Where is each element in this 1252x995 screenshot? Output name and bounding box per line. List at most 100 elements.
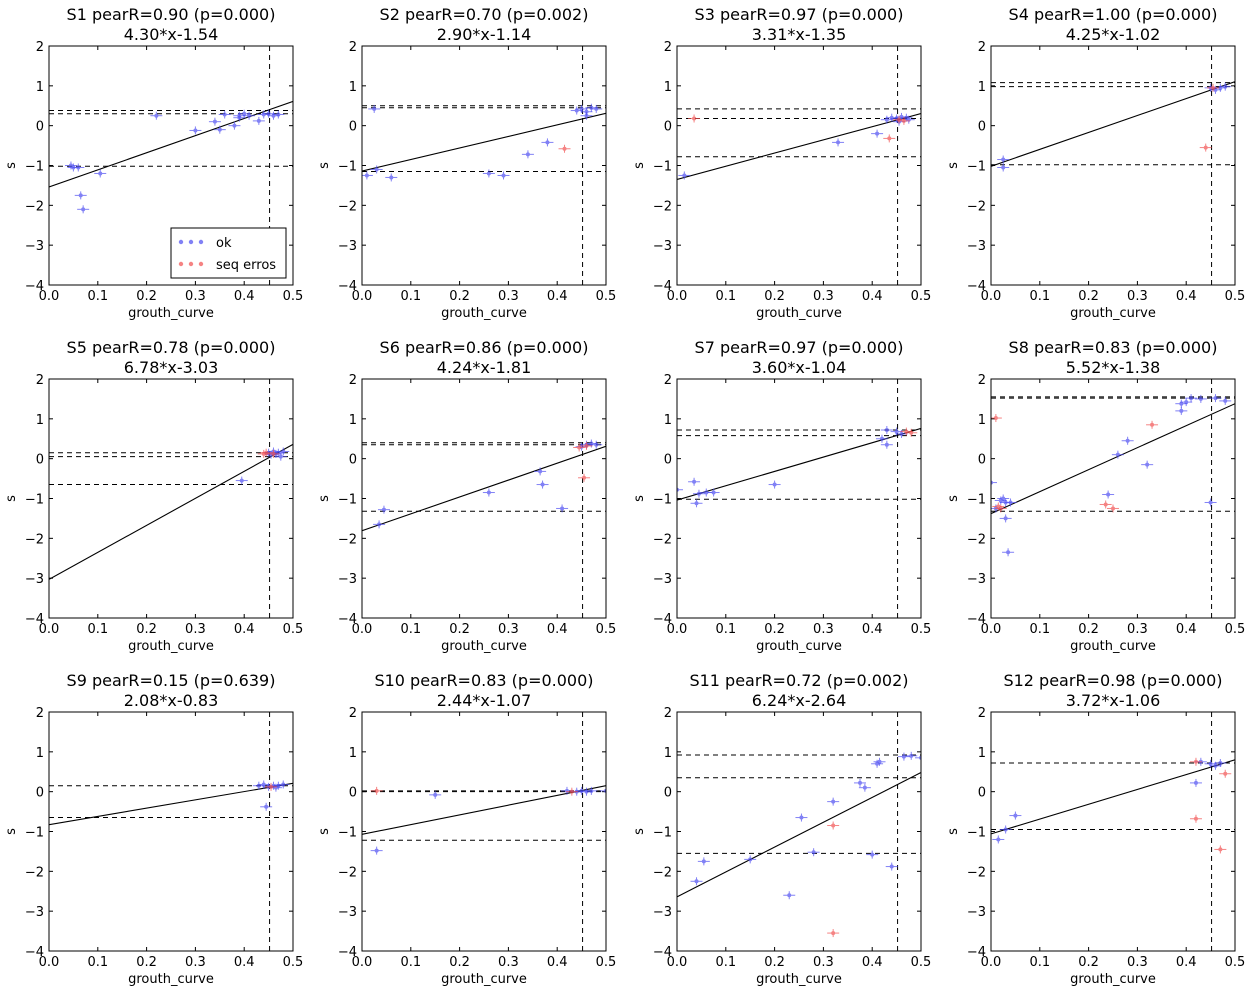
x-tick-label: 0.5	[911, 955, 932, 970]
y-tick-label: −1	[653, 826, 672, 841]
axes-frame	[676, 711, 922, 952]
y-tick-label: 1	[36, 80, 44, 95]
chart-title: S8 pearR=0.83 (p=0.000)	[1009, 338, 1218, 357]
subplot-8: S8 pearR=0.83 (p=0.000)5.52*x-1.38 0.0 0.1…	[946, 338, 1245, 654]
seq-erros-point	[827, 821, 840, 830]
y-axis-label: s	[946, 162, 961, 169]
x-tick-label: 0.3	[1127, 622, 1148, 637]
y-tick-label: −2	[25, 532, 44, 547]
plot-area	[991, 46, 1235, 285]
y-tick-label: 1	[664, 413, 672, 428]
x-tick-label: 0.4	[234, 289, 255, 304]
fit-line	[991, 759, 1235, 835]
ok-point	[827, 797, 840, 806]
x-tick-label: 0.1	[1029, 289, 1050, 304]
seq-erros-point	[1207, 83, 1220, 92]
x-tick-label: 0.2	[764, 955, 785, 970]
ok-point	[243, 111, 256, 120]
seq-erros-point	[580, 441, 593, 450]
ok-point	[1004, 498, 1017, 507]
y-tick-label: −1	[25, 493, 44, 508]
y-tick-label: 2	[978, 373, 986, 388]
ok-point	[997, 494, 1010, 503]
x-tick-label: 0.2	[449, 955, 470, 970]
y-axis-label: s	[946, 495, 961, 502]
chart-title: S5 pearR=0.78 (p=0.000)	[67, 338, 276, 357]
ok-point	[94, 169, 107, 178]
chart-title: S11 pearR=0.72 (p=0.002)	[689, 671, 908, 690]
x-tick-label: 0.0	[981, 289, 1002, 304]
y-tick-label: 0	[978, 120, 986, 135]
x-tick-label: 0.2	[1078, 289, 1099, 304]
subplot-7: S7 pearR=0.97 (p=0.000)3.60*x-1.04 0.0 0.1…	[632, 338, 931, 654]
ok-point	[692, 489, 705, 498]
y-tick-label: 1	[349, 80, 357, 95]
ok-point	[690, 877, 703, 886]
seq-erros-point	[994, 504, 1007, 513]
y-tick-label: −2	[653, 199, 672, 214]
x-tick-label: 0.4	[234, 955, 255, 970]
x-tick-label: 0.1	[87, 622, 108, 637]
x-tick-label: 0.3	[1127, 289, 1148, 304]
y-tick-label: −1	[338, 826, 357, 841]
ok-point	[362, 171, 373, 180]
x-tick-label: 0.0	[352, 955, 373, 970]
y-tick-label: −4	[653, 612, 672, 627]
ok-point	[768, 480, 781, 489]
ok-point	[585, 786, 598, 795]
ok-point	[1194, 394, 1207, 403]
x-tick-label: 0.0	[352, 289, 373, 304]
y-tick-label: −1	[653, 493, 672, 508]
y-tick-label: −3	[967, 905, 986, 920]
ok-point	[678, 171, 691, 180]
x-tick-label: 0.4	[547, 289, 568, 304]
ok-point	[880, 115, 893, 124]
axes-frame	[361, 45, 607, 286]
ok-point	[272, 110, 285, 119]
fit-line	[362, 445, 606, 532]
x-tick-label: 0.4	[547, 955, 568, 970]
x-tick-label: 0.2	[136, 622, 157, 637]
ok-point	[377, 505, 390, 514]
chart-subtitle: 5.52*x-1.38	[1066, 358, 1161, 377]
fit-line	[677, 427, 921, 501]
ok-point	[783, 891, 796, 900]
plot-area	[677, 379, 921, 618]
y-axis-label: s	[632, 495, 647, 502]
ok-point	[556, 504, 569, 513]
x-axis-label: grouth_curve	[441, 306, 527, 321]
y-tick-label: 2	[978, 706, 986, 721]
ok-point	[1111, 450, 1124, 459]
y-tick-label: −3	[338, 239, 357, 254]
y-tick-label: −4	[338, 612, 357, 627]
x-tick-label: 0.0	[39, 622, 60, 637]
ok-point	[385, 173, 398, 182]
ok-point	[521, 150, 534, 159]
ok-point	[992, 835, 1005, 844]
seq-erros-point	[1219, 769, 1232, 778]
x-tick-label: 0.3	[498, 622, 519, 637]
seq-erros-point	[827, 929, 840, 938]
x-tick-label: 0.1	[715, 622, 736, 637]
x-tick-label: 0.2	[136, 955, 157, 970]
chart-subtitle: 2.44*x-1.07	[437, 691, 532, 710]
x-tick-label: 0.0	[981, 622, 1002, 637]
seq-erros-point	[573, 443, 586, 452]
chart-title: S6 pearR=0.86 (p=0.000)	[380, 338, 589, 357]
y-tick-label: 2	[349, 40, 357, 55]
subplot-6: S6 pearR=0.86 (p=0.000)4.24*x-1.81 0.0 0.1…	[317, 338, 616, 654]
x-tick-label: 0.1	[400, 622, 421, 637]
legend-marker-seq-erros	[178, 261, 204, 267]
x-tick-label: 0.3	[813, 622, 834, 637]
subplot-11: S11 pearR=0.72 (p=0.002)6.24*x-2.64 0.0 0.…	[632, 671, 931, 987]
x-tick-label: 0.0	[39, 955, 60, 970]
ok-point	[999, 514, 1012, 523]
chart-subtitle: 3.72*x-1.06	[1066, 691, 1161, 710]
ok-point	[1175, 406, 1188, 415]
x-tick-label: 0.5	[1225, 289, 1246, 304]
y-tick-label: −3	[25, 905, 44, 920]
ok-point	[590, 440, 603, 449]
seq-erros-point	[565, 787, 578, 796]
x-axis-label: grouth_curve	[128, 972, 214, 987]
seq-erros-point	[1099, 500, 1112, 509]
